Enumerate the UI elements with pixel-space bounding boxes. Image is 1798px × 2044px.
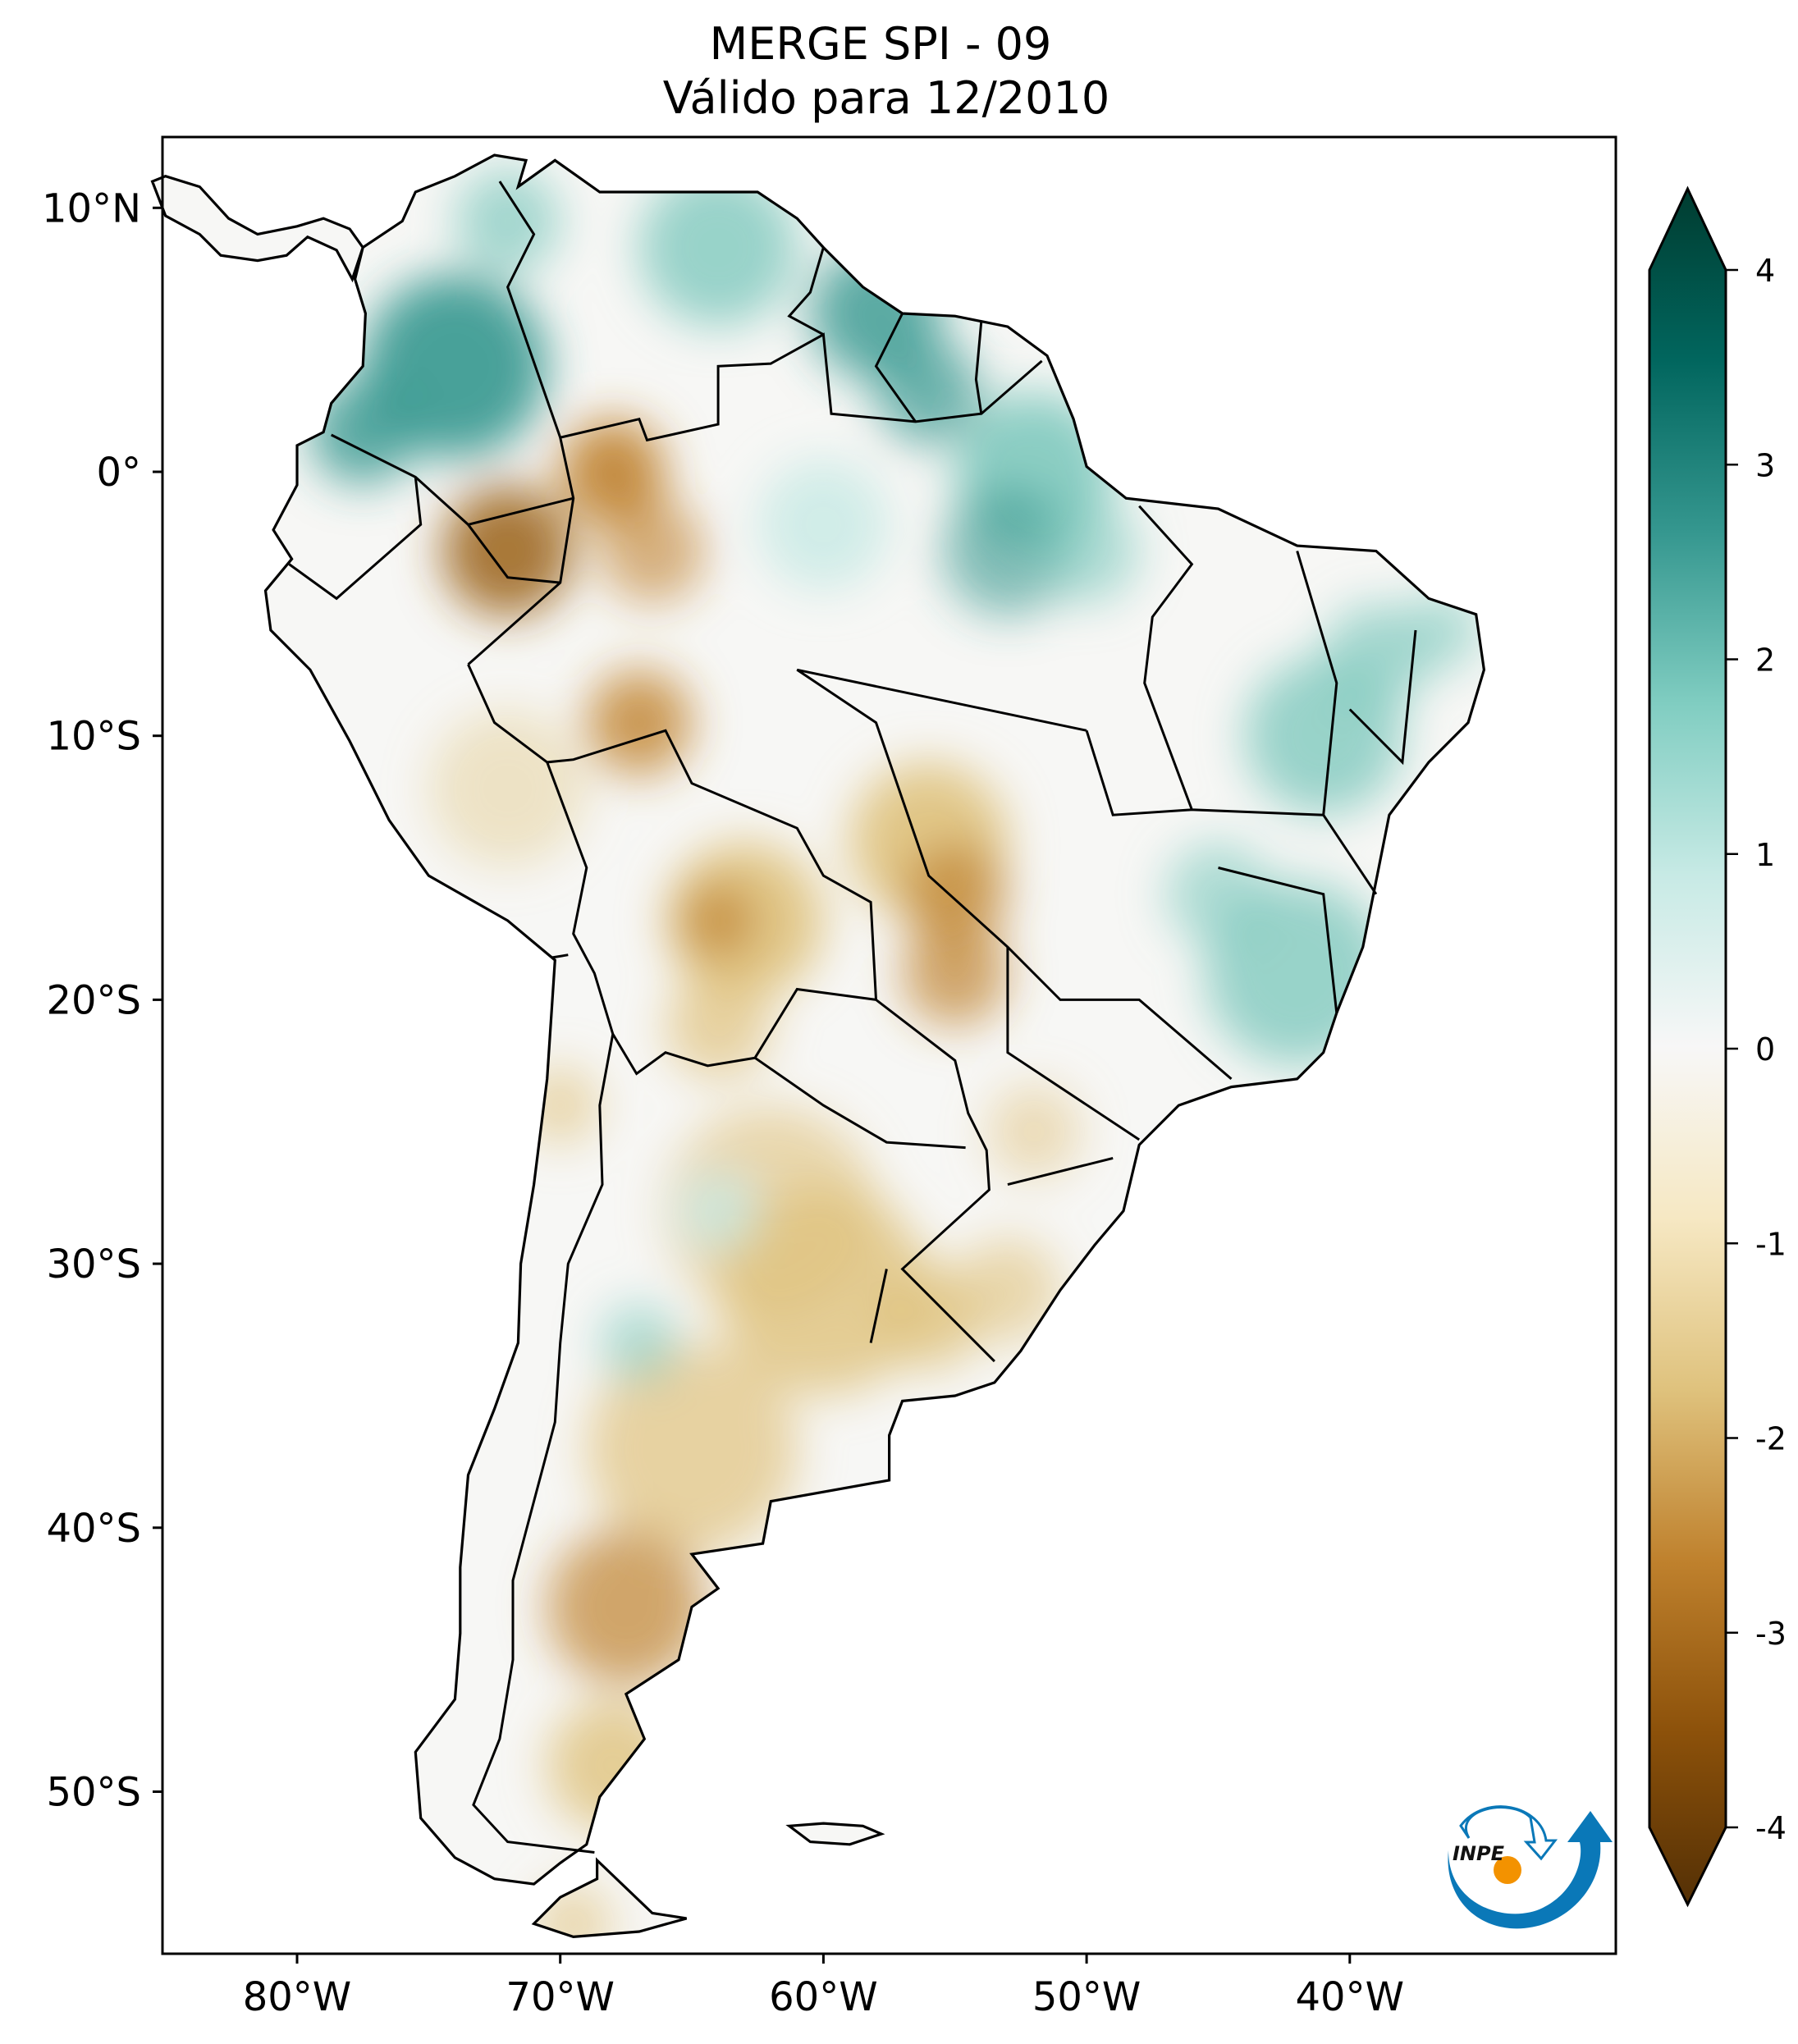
spi-anomaly-patch: [876, 340, 981, 446]
spi-anomaly-patch: [586, 670, 692, 775]
coastline: [150, 153, 1486, 1939]
spi-anomaly-patch: [679, 1171, 758, 1251]
spi-anomaly-patch: [428, 710, 587, 868]
spi-anomaly-patch: [441, 485, 574, 617]
map-frame: [161, 135, 1617, 1955]
spi-anomaly-patch: [902, 841, 1008, 947]
spi-anomaly-patch: [1323, 604, 1429, 710]
colorbar-tick-label: 2: [1755, 642, 1775, 679]
inpe-logo: INPE: [1448, 1805, 1613, 1929]
spi-field: [152, 155, 1485, 1937]
logo-text: INPE: [1453, 1842, 1505, 1865]
spi-anomaly-patch: [718, 1185, 929, 1396]
y-tick-label: 30°S: [46, 1241, 141, 1287]
y-tick-label: 0°: [96, 450, 141, 496]
spi-anomaly-patch: [455, 168, 560, 274]
spi-anomaly-patch: [954, 1237, 1060, 1343]
x-tick-label: 50°W: [1032, 1974, 1141, 2020]
y-tick-label: 40°S: [46, 1506, 141, 1552]
colorbar-tick-label: -2: [1755, 1421, 1787, 1457]
spi-anomaly-patch: [902, 921, 1008, 1027]
spi-anomaly-patch: [599, 498, 705, 604]
spi-anomaly-patch: [1034, 498, 1140, 604]
spi-anomaly-patch: [679, 880, 758, 960]
spi-anomaly-patch: [560, 419, 666, 524]
colorbar-tick-label: 1: [1755, 837, 1775, 873]
y-tick-label: 10°N: [42, 185, 141, 231]
colorbar-tick-label: 4: [1755, 253, 1775, 289]
map-panel: 80°W 70°W 60°W 50°W 40°W 10°N 0° 10°S 20°S 30°S 4…: [42, 135, 1617, 2020]
spi-anomaly-patch: [941, 485, 1073, 617]
y-tick-label: 50°S: [46, 1770, 141, 1816]
x-tick-label: 70°W: [506, 1974, 615, 2020]
colorbar-tick-label: -3: [1755, 1616, 1787, 1652]
spi-anomaly-patch: [1165, 841, 1271, 947]
colorbar-tick-label: -4: [1755, 1810, 1787, 1846]
country-borders: [288, 181, 1417, 1854]
logo-sun-icon: [1494, 1856, 1521, 1884]
colorbar-body: [1648, 185, 1727, 1908]
spi-anomaly-patch: [587, 1343, 798, 1554]
colorbar: 4 3 2 1 0 -1 -2 -3 -4: [1648, 185, 1787, 1908]
y-tick-label: 20°S: [46, 977, 141, 1023]
y-tick-label: 10°S: [46, 714, 141, 760]
spi-anomaly-patch: [547, 1528, 705, 1686]
x-tick-label: 40°W: [1296, 1974, 1405, 2020]
colorbar-tick-label: 0: [1755, 1031, 1775, 1068]
spi-anomaly-patch: [639, 168, 798, 327]
spi-anomaly-patch: [599, 1303, 679, 1383]
title-line-2: Válido para 12/2010: [663, 72, 1109, 124]
title-line-1: MERGE SPI - 09: [710, 18, 1052, 70]
colorbar-tick-label: -1: [1755, 1226, 1787, 1262]
colorbar-tick-label: 3: [1755, 447, 1775, 483]
x-tick-label: 60°W: [769, 1974, 878, 2020]
spi-anomaly-patch: [986, 1084, 1082, 1179]
spi-anomaly-patch: [876, 1264, 981, 1370]
spi-anomaly-patch: [310, 379, 416, 485]
spi-anomaly-patch: [757, 459, 890, 591]
x-axis: 80°W 70°W 60°W 50°W 40°W: [243, 1954, 1404, 2020]
spi-anomaly-patch: [666, 973, 771, 1079]
x-tick-label: 80°W: [243, 1974, 352, 2020]
y-axis: 10°N 0° 10°S 20°S 30°S 40°S 50°S: [42, 185, 162, 1816]
